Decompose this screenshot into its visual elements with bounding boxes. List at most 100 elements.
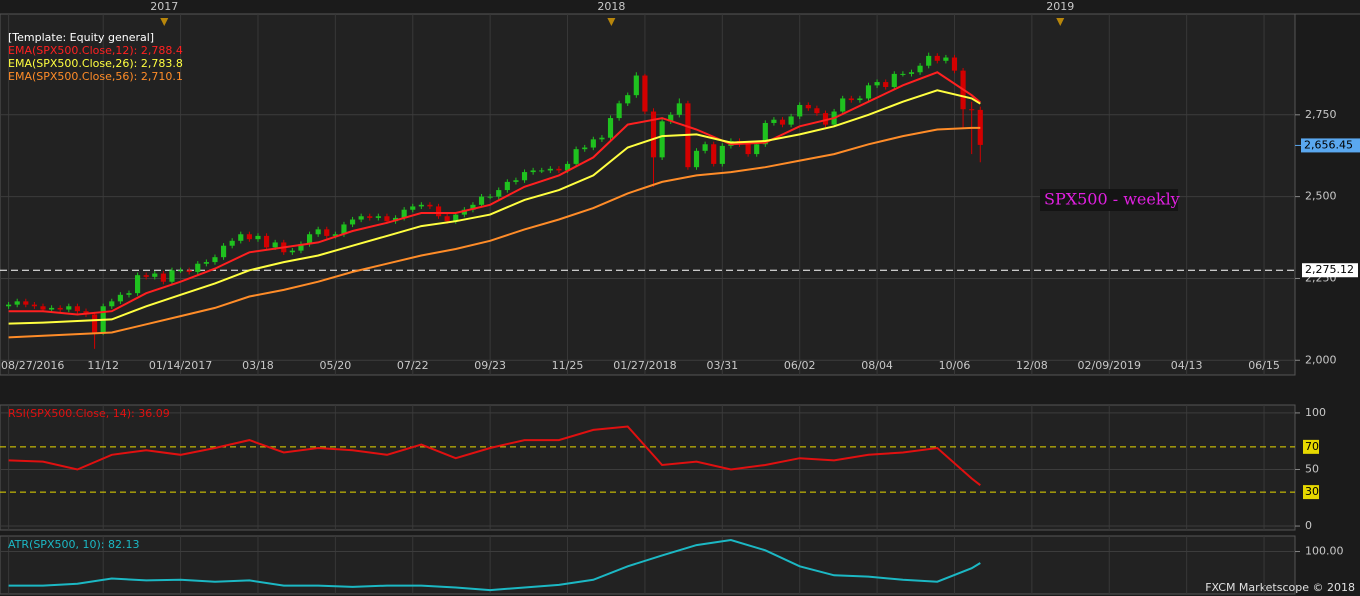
candle-body bbox=[934, 55, 940, 61]
legend-entry: ATR(SPX500, 10): 82.13 bbox=[8, 538, 139, 551]
candle-body bbox=[668, 114, 674, 122]
candle-body bbox=[797, 104, 803, 117]
x-tick-label: 06/15 bbox=[1248, 359, 1280, 372]
candle-body bbox=[324, 229, 330, 236]
candle-body bbox=[969, 109, 975, 111]
y-tick-label: 50 bbox=[1305, 462, 1319, 475]
candle-body bbox=[177, 270, 184, 272]
x-tick-label: 08/27/2016 bbox=[1, 359, 64, 372]
candle-body bbox=[779, 119, 786, 125]
candle-body bbox=[478, 196, 485, 205]
candle-body bbox=[848, 98, 854, 101]
rsi-panel bbox=[0, 404, 1296, 531]
candle-body bbox=[255, 235, 261, 240]
candle-body bbox=[238, 234, 244, 241]
candle-body bbox=[754, 144, 760, 155]
candle-body bbox=[470, 204, 476, 210]
x-tick-label: 01/27/2018 bbox=[613, 359, 676, 372]
x-tick-label: 11/12 bbox=[87, 359, 119, 372]
candle-body bbox=[573, 149, 579, 164]
reference-label: 2,275.12 bbox=[1305, 263, 1354, 276]
candle-body bbox=[427, 204, 433, 207]
candle-body bbox=[461, 209, 467, 215]
candle-body bbox=[917, 65, 923, 73]
candle-body bbox=[349, 219, 356, 225]
atr-panel bbox=[0, 535, 1296, 595]
candle-body bbox=[298, 244, 304, 251]
candle-body bbox=[66, 306, 72, 310]
candle-body bbox=[49, 307, 55, 310]
candle-body bbox=[384, 216, 390, 222]
y-tick-label: 2,000 bbox=[1305, 353, 1337, 366]
candle-body bbox=[805, 104, 811, 109]
indicator-line bbox=[8, 538, 981, 592]
candle-body bbox=[435, 206, 442, 217]
candle-body bbox=[582, 147, 588, 150]
year-marker bbox=[607, 18, 616, 26]
candle-body bbox=[74, 306, 80, 312]
year-label: 2019 bbox=[1046, 0, 1074, 13]
candle-body bbox=[771, 119, 777, 123]
indicator-line bbox=[8, 71, 981, 316]
candle-body bbox=[152, 273, 158, 277]
candle-body bbox=[195, 263, 201, 272]
candle-body bbox=[332, 234, 338, 236]
candle-body bbox=[650, 111, 657, 158]
x-tick-label: 11/25 bbox=[552, 359, 584, 372]
candle-body bbox=[590, 139, 596, 148]
candle-body bbox=[143, 275, 149, 277]
annotation-box bbox=[1040, 189, 1178, 211]
y-tick-label: 2,500 bbox=[1305, 190, 1337, 203]
x-tick-label: 03/31 bbox=[706, 359, 738, 372]
candle-body bbox=[702, 144, 708, 151]
candle-body bbox=[186, 270, 192, 272]
candle-body bbox=[599, 137, 605, 140]
level-label: 70 bbox=[1305, 440, 1319, 453]
legend-entry: EMA(SPX500.Close,12): 2,788.4 bbox=[8, 44, 183, 57]
candle-body bbox=[203, 262, 209, 264]
year-label: 2018 bbox=[597, 0, 625, 13]
x-tick-label: 04/13 bbox=[1171, 359, 1203, 372]
price-tag bbox=[1301, 138, 1360, 153]
candle-body bbox=[306, 234, 313, 245]
candle-body bbox=[126, 293, 132, 295]
candle-body bbox=[487, 196, 493, 198]
y-tick-label: 100.00 bbox=[1305, 545, 1344, 558]
x-tick-label: 05/20 bbox=[320, 359, 352, 372]
candle-body bbox=[410, 206, 416, 210]
level-tag bbox=[1303, 485, 1319, 500]
x-tick-label: 03/18 bbox=[242, 359, 274, 372]
candle-body bbox=[607, 118, 614, 138]
candle-body bbox=[625, 95, 631, 104]
candle-body bbox=[908, 72, 915, 74]
candle-body bbox=[814, 108, 820, 114]
level-tag bbox=[1303, 439, 1319, 454]
candle-body bbox=[900, 73, 906, 75]
candle-body bbox=[874, 82, 880, 86]
candle-body bbox=[401, 209, 407, 218]
x-tick-label: 09/23 bbox=[474, 359, 506, 372]
candle-body bbox=[504, 181, 510, 191]
candle-body bbox=[556, 168, 562, 171]
x-tick-label: 06/02 bbox=[784, 359, 816, 372]
candle-body bbox=[14, 301, 20, 305]
level-label: 30 bbox=[1305, 485, 1319, 498]
price-tag-label: 2,656.45 bbox=[1304, 138, 1353, 151]
candle-body bbox=[616, 103, 622, 119]
candle-body bbox=[229, 240, 235, 246]
legend-title: [Template: Equity general] bbox=[8, 31, 154, 44]
year-marker bbox=[160, 18, 169, 26]
candle-body bbox=[865, 85, 872, 99]
candle-body bbox=[659, 121, 665, 158]
candle-body bbox=[676, 103, 682, 115]
candle-body bbox=[926, 55, 932, 66]
candle-body bbox=[719, 145, 725, 164]
y-tick-label: 0 bbox=[1305, 519, 1312, 532]
candle-body bbox=[633, 75, 639, 96]
x-tick-label: 02/09/2019 bbox=[1078, 359, 1141, 372]
y-tick-label: 100 bbox=[1305, 406, 1326, 419]
candle-body bbox=[711, 144, 717, 164]
candle-body bbox=[367, 216, 373, 218]
